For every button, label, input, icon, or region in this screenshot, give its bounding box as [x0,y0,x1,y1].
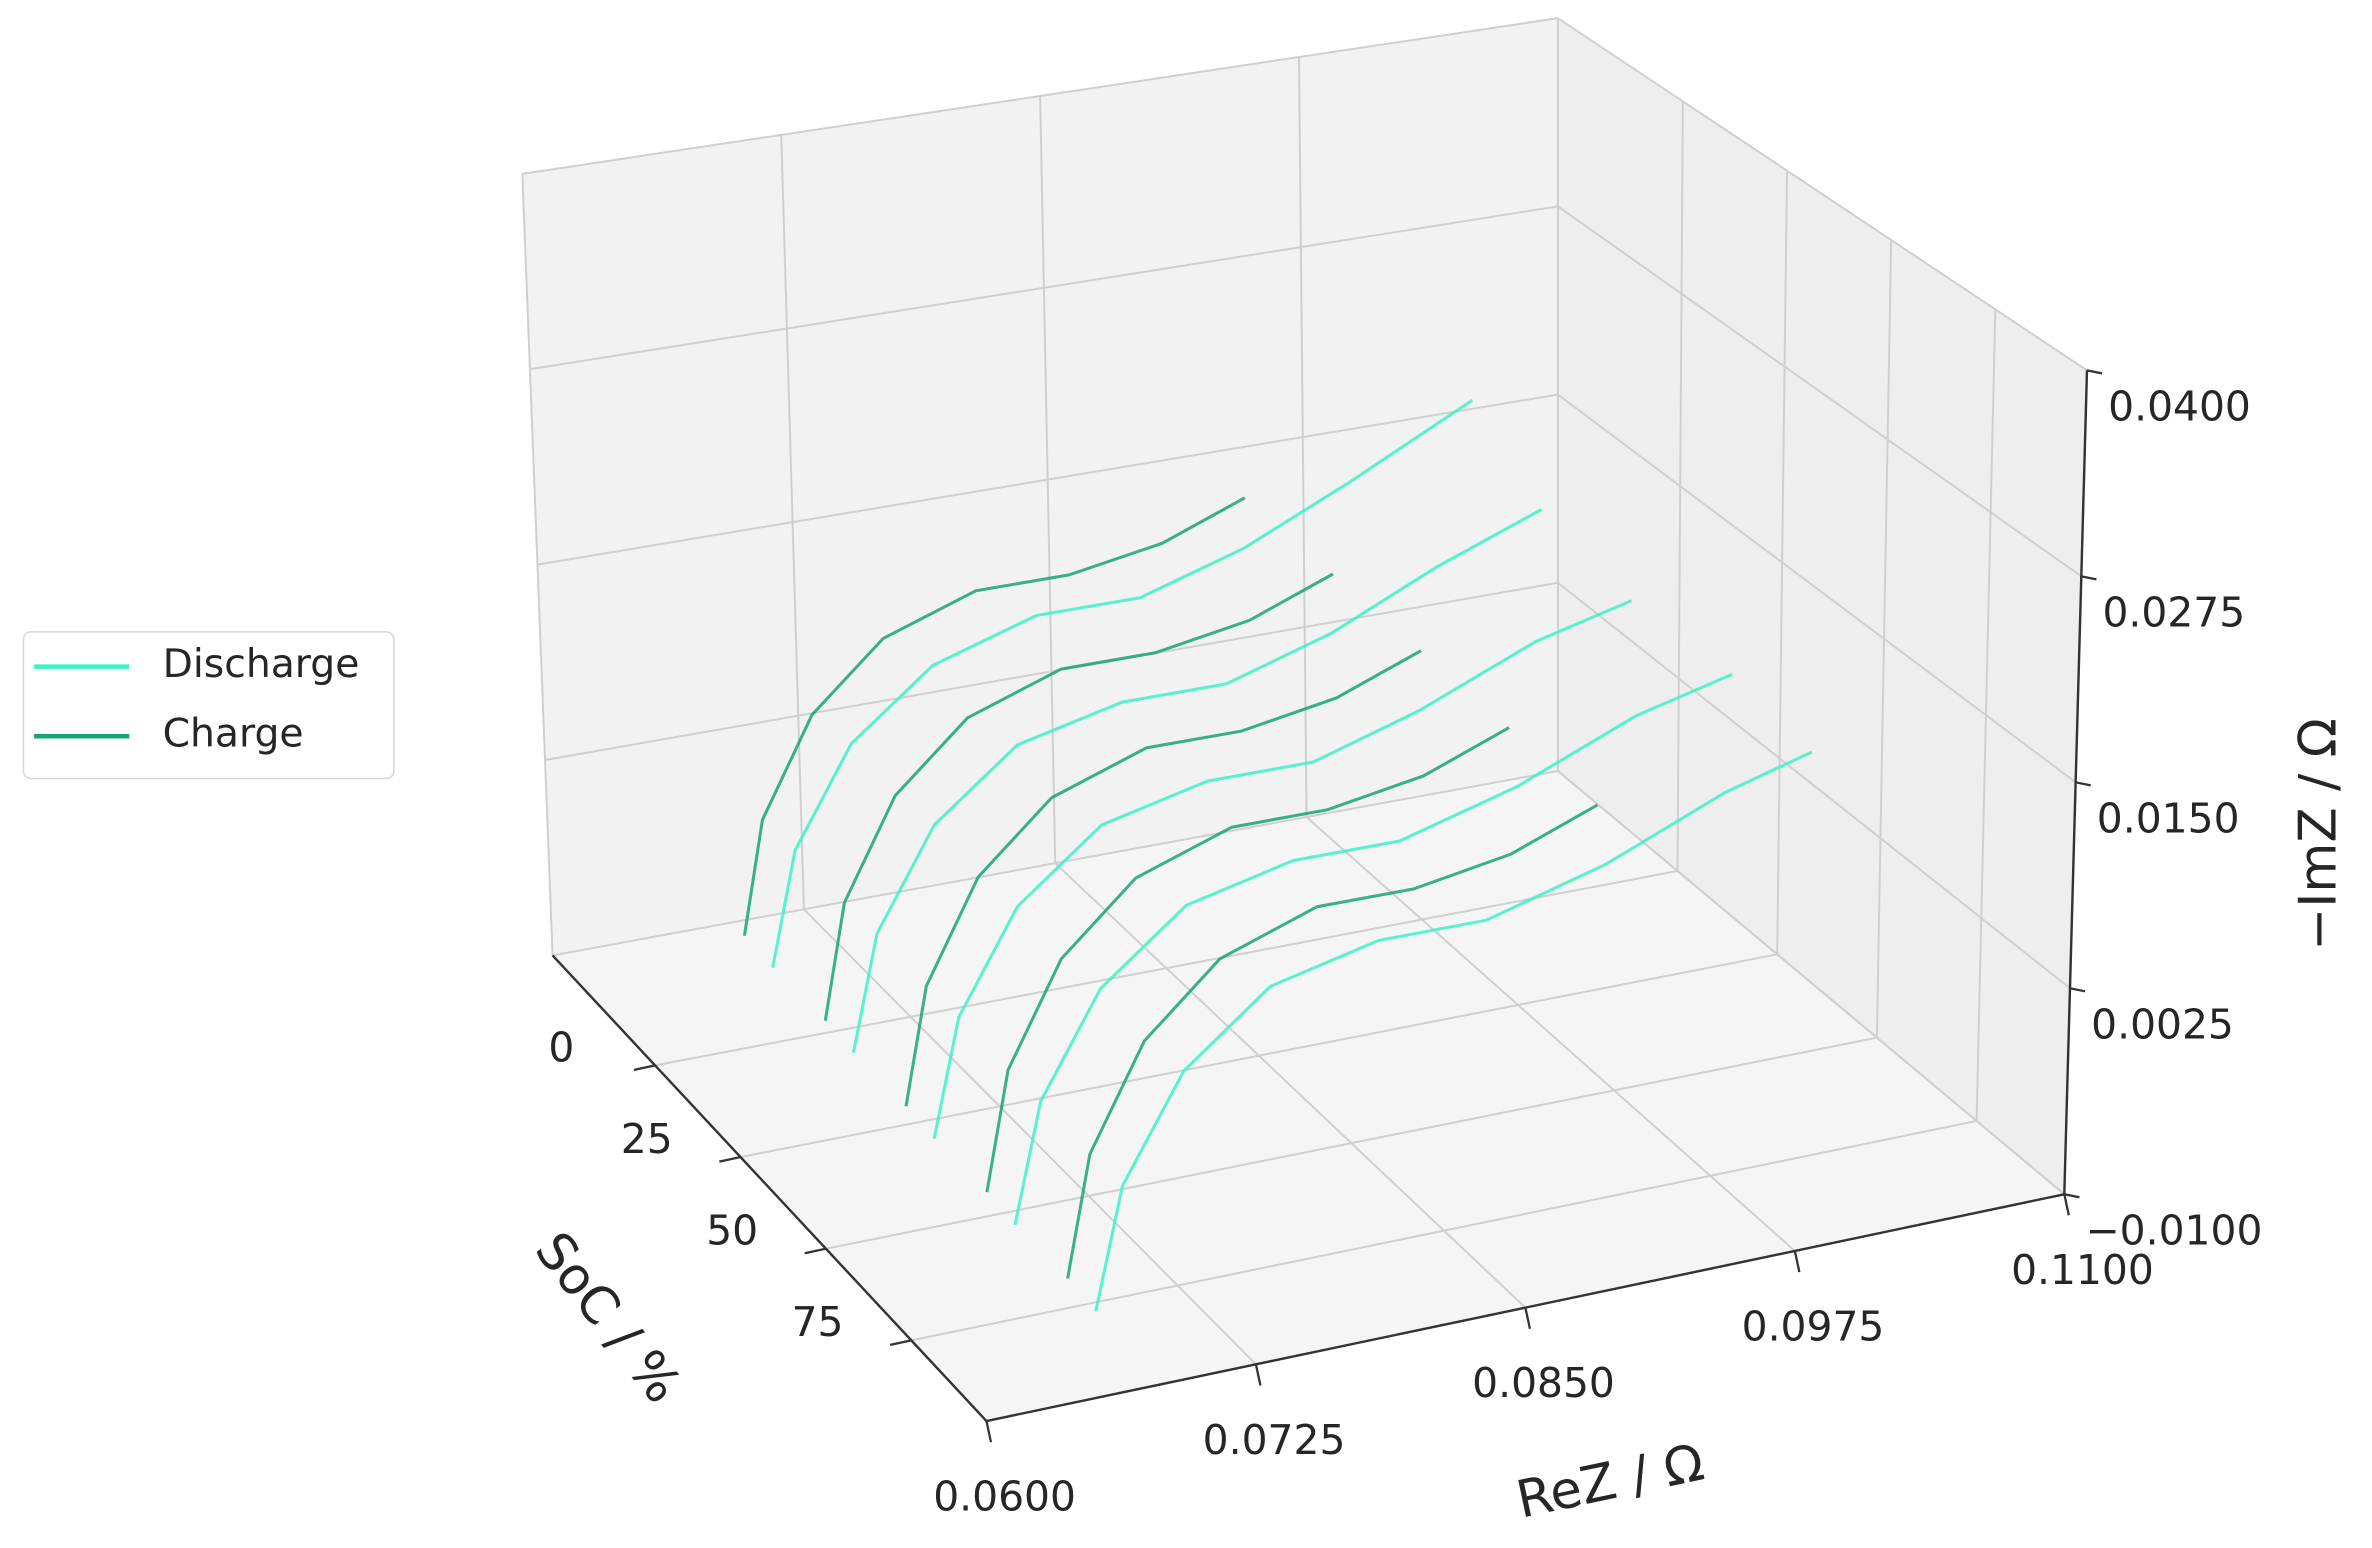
legend-label: Charge [163,712,304,757]
x-tick-label: 0.0975 [1742,1303,1885,1351]
y-tick-label: 75 [792,1298,844,1346]
legend-label: Discharge [163,642,360,687]
x-tick [1793,1250,1801,1273]
y-axis-title: SoC / % [523,1221,693,1415]
z-tick-label: 0.0275 [2102,589,2245,637]
grid-line [552,770,1559,957]
grid-line [1054,862,1527,1309]
grid-line [522,17,1559,175]
x-axis-title: ReZ / Ω [1511,1433,1709,1531]
grid-line [1557,393,2077,784]
impedance-curve [985,726,1510,1193]
impedance-curve [742,496,1246,936]
axes: 0.0600 0.0725 0.0850 0.0975 0.1100 0 25 50 75 −0.… [548,369,2262,1521]
curves [742,399,1813,1312]
x-tick-label: 0.0850 [1472,1359,1615,1407]
y-tick-label: 50 [706,1207,758,1255]
z-tick-label: 0.0150 [2097,795,2240,843]
z-tick-label: −0.0100 [2085,1207,2262,1255]
grid-line [537,393,1559,566]
y-axis [551,954,988,1422]
impedance-curve [904,649,1422,1107]
impedance-curve [823,572,1334,1021]
grid-line [825,1036,1878,1250]
y-tick [633,1064,656,1072]
panes [521,16,2088,1422]
grid-line [1557,205,2082,578]
grid-line [740,953,1778,1159]
z-tick [2069,987,2086,993]
grid-line [1557,581,2071,990]
impedance-curve [851,508,1543,1054]
x-tick-label: 0.0725 [1203,1416,1346,1464]
x-tick [1254,1364,1262,1386]
x-tick [985,1420,993,1443]
impedance-curve [1094,750,1813,1312]
z-tick-label: 0.0025 [2091,1001,2234,1049]
impedance-curve [932,599,1633,1139]
grid [521,17,2088,1422]
y-tick-label: 25 [621,1115,673,1163]
z-axis [2063,370,2089,1195]
y-tick-label: 0 [548,1023,574,1071]
y-tick [719,1155,741,1163]
impedance-curve [1013,672,1733,1226]
x-tick [1524,1307,1532,1330]
y-tick [804,1247,827,1255]
z-tick [2075,781,2091,787]
grid-line [529,205,1559,371]
grid-line [803,908,1257,1366]
x-tick-label: 0.0600 [933,1473,1076,1521]
z-tick [2086,369,2103,375]
impedance-curve [1066,803,1599,1279]
grid-line [654,869,1678,1067]
impedance-curve [771,399,1474,968]
z-tick-label: 0.0400 [2108,383,2251,431]
x-tick [2063,1194,2070,1216]
grid-line [544,581,1559,761]
z-tick [2064,1193,2080,1199]
grid-line [1305,816,1796,1252]
grid-line [911,1119,1977,1342]
y-tick [889,1339,912,1347]
z-axis-title: −ImZ / Ω [2288,718,2348,951]
legend: Discharge Charge [22,631,395,780]
x-tick-label: 0.1100 [2011,1246,2154,1294]
x-axis [986,1193,2065,1423]
z-tick [2081,575,2097,581]
grid-line [1557,17,2088,372]
